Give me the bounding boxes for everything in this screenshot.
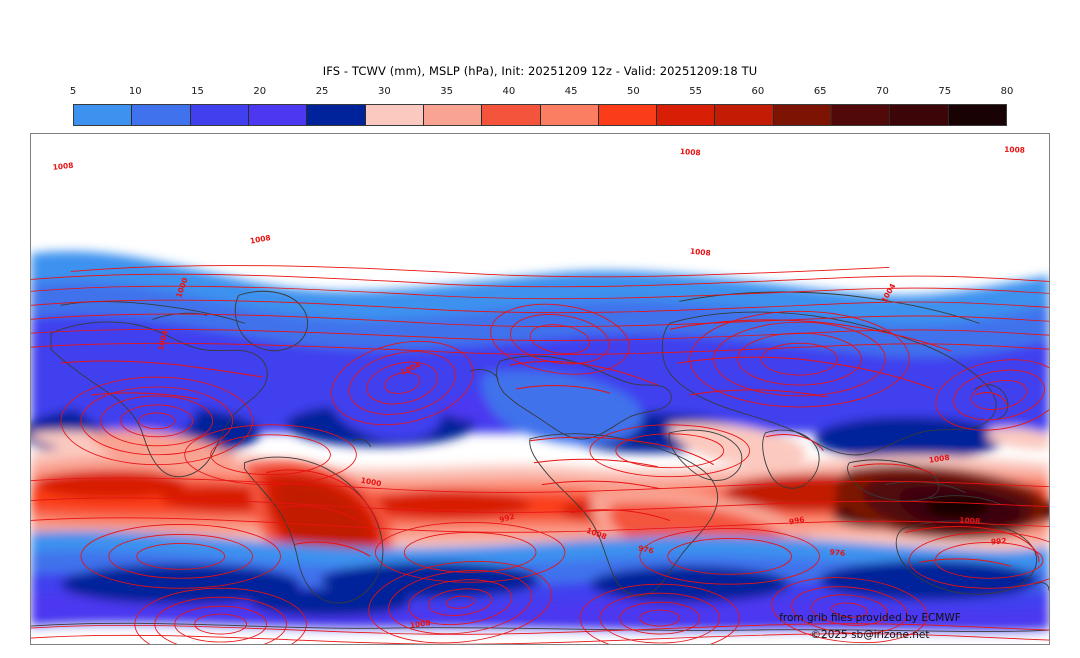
colorbar-tick-15: 15 xyxy=(191,86,204,97)
colorbar-tick-50: 50 xyxy=(627,86,640,97)
mslp-contour-labels: 1008 1008 1008 1008 1000 1004 1008 1004 … xyxy=(52,145,1025,630)
colorbar-band-60 xyxy=(715,105,774,125)
mslp-contours xyxy=(31,265,1049,644)
world-tcwv-mslp-map: 1008 1008 1008 1008 1000 1004 1008 1004 … xyxy=(31,134,1049,644)
colorbar-band-65 xyxy=(773,105,833,125)
chart-title: IFS - TCWV (mm), MSLP (hPa), Init: 20251… xyxy=(322,64,758,78)
colorbar-band-20 xyxy=(248,105,308,125)
svg-text:1008: 1008 xyxy=(52,161,74,172)
political-borders xyxy=(60,319,1040,567)
colorbar-band-75 xyxy=(890,105,949,125)
colorbar-tick-30: 30 xyxy=(377,86,391,97)
colorbar-tick-35: 35 xyxy=(440,86,453,97)
colorbar-tick-65: 65 xyxy=(813,86,827,97)
map-panel[interactable]: 1008 1008 1008 1008 1000 1004 1008 1004 … xyxy=(30,133,1050,645)
colorbar-tick-70: 70 xyxy=(876,86,889,97)
colorbar-band-30 xyxy=(365,105,424,125)
colorbar-band-10 xyxy=(132,105,191,125)
colorbar-band-45 xyxy=(540,105,599,125)
colorbar-tick-25: 25 xyxy=(315,86,329,97)
colorbar-tick-labels: 5 10 15 20 25 30 35 40 45 50 55 60 65 70 75 80 xyxy=(69,86,1014,100)
svg-text:1008: 1008 xyxy=(409,618,431,630)
svg-text:992: 992 xyxy=(991,536,1007,546)
svg-text:976: 976 xyxy=(637,544,654,556)
colorbar-band-55 xyxy=(657,105,716,125)
svg-text:1008: 1008 xyxy=(689,247,711,258)
colorbar-tick-45: 45 xyxy=(564,86,578,97)
colorbar-band-40 xyxy=(482,105,541,125)
colorbar-band-35 xyxy=(423,105,483,125)
svg-text:1008: 1008 xyxy=(959,516,980,526)
colorbar-tick-40: 40 xyxy=(502,86,516,97)
colorbar-band-80 xyxy=(948,105,1006,125)
colorbar-band-15 xyxy=(190,105,249,125)
colorbar-tick-80: 80 xyxy=(1000,86,1014,97)
colorbar-gradient-strip xyxy=(73,104,1007,126)
svg-text:976: 976 xyxy=(829,547,845,558)
map-layers: 1008 1008 1008 1008 1000 1004 1008 1004 … xyxy=(31,134,1049,644)
colorbar-band-50 xyxy=(598,105,658,125)
svg-text:996: 996 xyxy=(788,515,805,527)
colorbar-tick-5: 5 xyxy=(69,86,77,97)
svg-text:1008: 1008 xyxy=(928,453,950,465)
colorbar-tick-10: 10 xyxy=(128,86,142,97)
colorbar-band-70 xyxy=(832,105,891,125)
colorbar-tick-60: 60 xyxy=(751,86,765,97)
colorbar-band-5 xyxy=(74,105,133,125)
colorbar-band-25 xyxy=(307,105,366,125)
svg-text:992: 992 xyxy=(498,512,515,525)
colorbar xyxy=(73,104,1007,126)
svg-text:1000: 1000 xyxy=(360,476,382,488)
colorbar-tick-20: 20 xyxy=(253,86,267,97)
svg-text:1008: 1008 xyxy=(1004,145,1025,155)
colorbar-tick-75: 75 xyxy=(938,86,952,97)
colorbar-tick-55: 55 xyxy=(689,86,703,97)
svg-text:1008: 1008 xyxy=(680,147,701,157)
svg-text:1008: 1008 xyxy=(249,233,271,245)
